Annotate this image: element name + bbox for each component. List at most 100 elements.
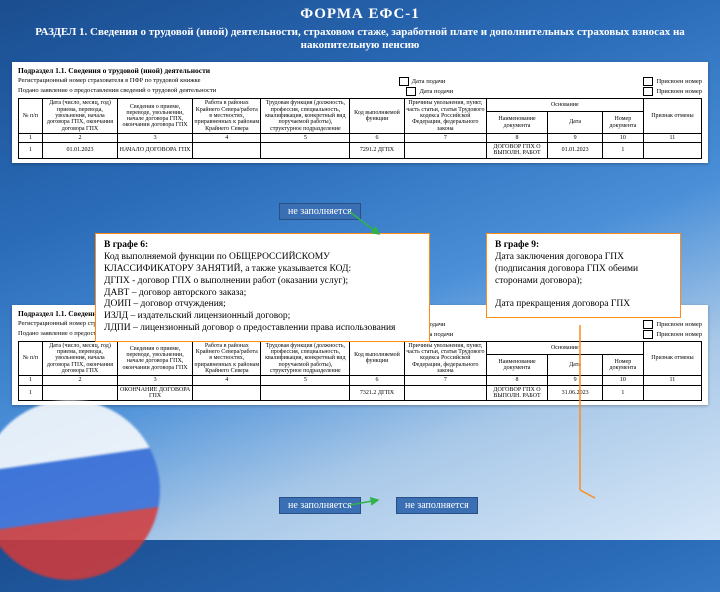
col-header: Признак отмены <box>643 99 701 133</box>
col-num: 8 <box>486 133 547 142</box>
col-num: 11 <box>643 376 701 385</box>
meta-label: Присвоен номер <box>656 331 702 338</box>
meta-label: Подано заявление о предоставлении сведен… <box>18 87 216 96</box>
col-header: Трудовая функция (должность, профессия, … <box>261 341 350 375</box>
table-row: 1 ОКОНЧАНИЕ ДОГОВОРА ГПХ 7321.2 ДГПХ ДОГ… <box>19 385 702 401</box>
col-header: Причины увольнения, пункт, часть статьи,… <box>404 99 486 133</box>
table-row: 1 01.01.2023 НАЧАЛО ДОГОВОРА ГПХ 7291.2 … <box>19 143 702 159</box>
note-title: В графе 9: <box>495 240 539 250</box>
cell <box>193 143 261 159</box>
col-num: 10 <box>602 376 643 385</box>
cell: 1 <box>19 143 43 159</box>
col-num: 4 <box>193 133 261 142</box>
cell: 01.01.2023 <box>42 143 117 159</box>
cell: 7321.2 ДГПХ <box>350 385 405 401</box>
meta-label: Присвоен номер <box>656 88 702 95</box>
cell <box>261 385 350 401</box>
cell: ДОГОВОР ГПХ О ВЫПОЛН. РАБОТ <box>486 143 547 159</box>
tag-not-filled-2: не заполняется <box>279 497 361 514</box>
col-num: 1 <box>19 376 43 385</box>
table-bottom: № п/п Дата (число, месяц, год) приема, п… <box>18 341 702 401</box>
col-num: 10 <box>602 133 643 142</box>
cell <box>42 385 117 401</box>
checkbox <box>643 320 653 329</box>
cell: ДОГОВОР ГПХ О ВЫПОЛН. РАБОТ <box>486 385 547 401</box>
form-subtitle: РАЗДЕЛ 1. Сведения о трудовой (иной) дея… <box>10 26 710 52</box>
col-header: Дата (число, месяц, год) приема, перевод… <box>42 341 117 375</box>
table-num-row: 1234567891011 <box>19 376 702 385</box>
col-header: Код выполняемой функции <box>350 99 405 133</box>
note-line: ЛДПИ – лицензионный договор о предоставл… <box>104 323 395 333</box>
col-num: 6 <box>350 376 405 385</box>
cell: 7291.2 ДГПХ <box>350 143 405 159</box>
table-header-row: № п/п Дата (число, месяц, год) приема, п… <box>19 99 702 112</box>
cell <box>404 143 486 159</box>
checkbox <box>399 77 409 86</box>
col-header: Признак отмены <box>643 341 701 375</box>
col-num: 2 <box>42 133 117 142</box>
col-num: 4 <box>193 376 261 385</box>
note-line: ДАВТ – договор авторского заказа; <box>104 288 246 298</box>
cell: НАЧАЛО ДОГОВОРА ГПХ <box>118 143 193 159</box>
cell <box>193 385 261 401</box>
col-header-group: Основание <box>486 341 643 354</box>
cell: ОКОНЧАНИЕ ДОГОВОРА ГПХ <box>118 385 193 401</box>
col-num: 5 <box>261 133 350 142</box>
col-num: 2 <box>42 376 117 385</box>
note-col-9: В графе 9: Дата заключения договора ГПХ … <box>486 233 681 318</box>
col-header: Дата (число, месяц, год) приема, перевод… <box>42 99 117 133</box>
col-header: Номер документа <box>602 112 643 134</box>
col-header: № п/п <box>19 99 43 133</box>
col-header: Работа в районах Крайнего Севера/работа … <box>193 341 261 375</box>
subsection-title: Подраздел 1.1. Сведения о трудовой (иной… <box>18 66 702 75</box>
tag-not-filled-1: не заполняется <box>279 203 361 220</box>
col-num: 3 <box>118 133 193 142</box>
col-header: Код выполняемой функции <box>350 341 405 375</box>
meta-label: Дата подачи <box>419 88 453 95</box>
note-line: Дата заключения договора ГПХ (подписания… <box>495 252 638 286</box>
col-num: 11 <box>643 133 701 142</box>
checkbox <box>406 87 416 96</box>
cell: 1 <box>19 385 43 401</box>
cell <box>643 143 701 159</box>
col-num: 5 <box>261 376 350 385</box>
note-line: ИЗЛД – издательский лицензионный договор… <box>104 311 290 321</box>
checkbox <box>643 87 653 96</box>
checkbox <box>643 77 653 86</box>
flag-decor <box>0 388 172 591</box>
form-title: ФОРМА ЕФС-1 <box>10 6 710 23</box>
cell: 1 <box>602 143 643 159</box>
meta-label: Присвоен номер <box>656 78 702 85</box>
col-header: Трудовая функция (должность, профессия, … <box>261 99 350 133</box>
table-top: № п/п Дата (число, месяц, год) приема, п… <box>18 98 702 158</box>
checkbox <box>643 330 653 339</box>
note-title: В графе 6: <box>104 240 148 250</box>
cell <box>404 385 486 401</box>
note-line: ДОИП – договор отчуждения; <box>104 299 226 309</box>
col-header: Дата <box>548 354 603 376</box>
col-num: 6 <box>350 133 405 142</box>
note-line: КЛАССИФИКАТОРУ ЗАНЯТИЙ, а также указывае… <box>104 264 351 274</box>
cell: 01.01.2023 <box>548 143 603 159</box>
note-col-6: В графе 6: Код выполняемой функции по ОБ… <box>95 233 430 342</box>
note-line: Дата прекращения договора ГПХ <box>495 299 630 309</box>
note-line: Код выполняемой функции по ОБЩЕРОССИЙСКО… <box>104 252 330 262</box>
cell <box>261 143 350 159</box>
cell: 1 <box>602 385 643 401</box>
col-header: Сведения о приеме, переводе, увольнении,… <box>118 341 193 375</box>
col-header: Сведения о приеме, переводе, увольнении,… <box>118 99 193 133</box>
meta-label: Регистрационный номер страхователя в ПФР… <box>18 77 201 86</box>
meta-label: Присвоен номер <box>656 321 702 328</box>
meta-row-1: Регистрационный номер страхователя в ПФР… <box>18 77 702 86</box>
note-line: ДГПХ - договор ГПХ о выполнении работ (о… <box>104 276 348 286</box>
col-header: Работа в районах Крайнего Севера/работа … <box>193 99 261 133</box>
col-num: 8 <box>486 376 547 385</box>
col-header: Дата <box>548 112 603 134</box>
col-header: Наименование документа <box>486 112 547 134</box>
header: ФОРМА ЕФС-1 РАЗДЕЛ 1. Сведения о трудово… <box>0 0 720 56</box>
table-header-row: № п/п Дата (число, месяц, год) приема, п… <box>19 341 702 354</box>
col-num: 1 <box>19 133 43 142</box>
table-num-row: 1234567891011 <box>19 133 702 142</box>
col-num: 9 <box>548 376 603 385</box>
meta-row-2: Подано заявление о предоставлении сведен… <box>18 87 702 96</box>
